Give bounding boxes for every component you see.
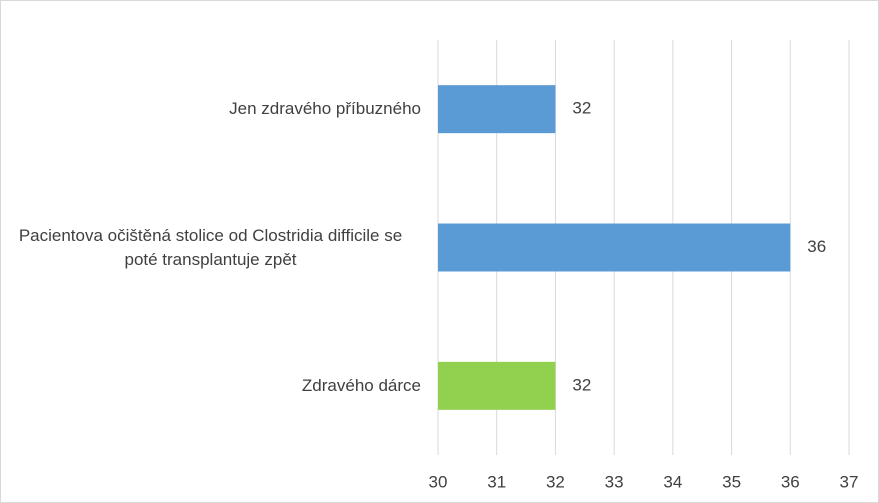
y-tick-label: Jen zdravého příbuzného: [229, 99, 421, 119]
bar: [438, 85, 556, 134]
x-tick-label: 33: [605, 472, 624, 491]
y-tick-label: Pacientova očištěná stolice od Clostridi…: [18, 225, 403, 269]
y-tick-label: Zdravého dárce: [301, 375, 421, 395]
data-label: 32: [572, 375, 591, 394]
x-tick-label: 36: [781, 472, 800, 491]
bar: [438, 223, 791, 272]
x-tick-label: 34: [663, 472, 682, 491]
x-tick-label: 32: [546, 472, 565, 491]
x-tick-label: 30: [429, 472, 448, 491]
bar: [438, 361, 556, 410]
x-tick-label: 31: [487, 472, 506, 491]
x-tick-label: 35: [722, 472, 741, 491]
data-label: 36: [807, 237, 826, 256]
data-label: 32: [572, 99, 591, 118]
x-tick-label: 37: [840, 472, 859, 491]
